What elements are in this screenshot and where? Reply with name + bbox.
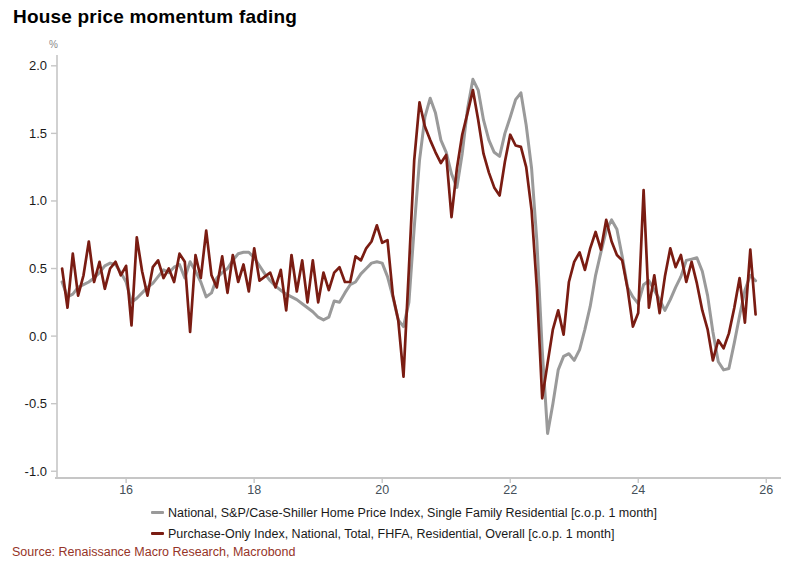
line-chart: 2.0 1.5 1.0 0.5 0.0 -0.5 -1.0 16 18 20 22 24 26% [0,0,808,500]
chart-legend: National, S&P/Case-Shiller Home Price In… [0,502,808,544]
fhfa-legend-label: Purchase-Only Index, National, Total, FH… [168,527,615,541]
svg-text:24: 24 [631,483,645,497]
svg-text:0.5: 0.5 [29,261,47,276]
svg-text:22: 22 [503,483,517,497]
svg-text:%: % [49,39,58,50]
svg-text:18: 18 [247,483,261,497]
svg-text:26: 26 [759,483,773,497]
svg-text:16: 16 [119,483,133,497]
svg-text:2.0: 2.0 [29,58,47,73]
svg-text:-0.5: -0.5 [25,396,47,411]
source-note: Source: Renaissance Macro Research, Macr… [12,545,295,559]
fhfa-line-swatch-icon [151,532,164,535]
svg-text:-1.0: -1.0 [25,464,47,479]
svg-text:1.0: 1.0 [29,193,47,208]
svg-text:20: 20 [375,483,389,497]
svg-text:1.5: 1.5 [29,126,47,141]
legend-item-case-shiller: National, S&P/Case-Shiller Home Price In… [151,502,657,523]
svg-text:0.0: 0.0 [29,329,47,344]
legend-item-fhfa: Purchase-Only Index, National, Total, FH… [151,523,657,544]
case-shiller-legend-label: National, S&P/Case-Shiller Home Price In… [168,506,657,520]
case-shiller-line-swatch-icon [151,511,164,514]
